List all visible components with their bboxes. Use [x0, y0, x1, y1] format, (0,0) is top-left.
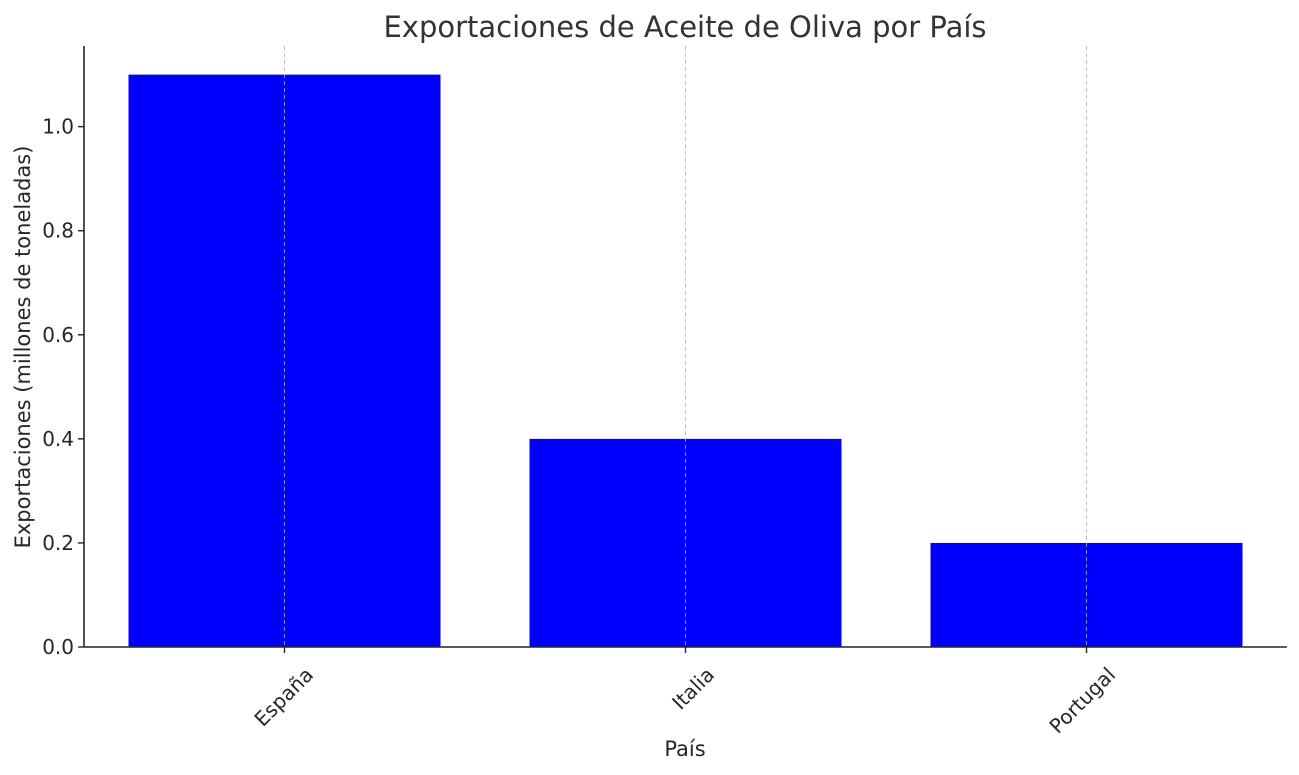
y-tick-label: 0.2: [42, 531, 74, 555]
grid-lines-overlay: [284, 46, 1087, 647]
y-tick-label: 0.4: [42, 427, 74, 451]
x-tick-label-italia: Italia: [667, 663, 719, 715]
y-tick-label: 0.6: [42, 323, 74, 347]
x-axis-label: País: [664, 737, 705, 761]
x-axis-ticks: España Italia Portugal: [249, 647, 1120, 738]
y-tick-label: 1.0: [42, 115, 74, 139]
y-axis-label: Exportaciones (millones de toneladas): [11, 146, 35, 549]
chart-title: Exportaciones de Aceite de Oliva por Paí…: [383, 10, 986, 44]
x-tick-label-españa: España: [249, 663, 318, 732]
y-axis-ticks: 0.0 0.2 0.4 0.6 0.8 1.0: [42, 115, 84, 659]
x-tick-label-portugal: Portugal: [1044, 663, 1120, 739]
y-tick-label: 0.0: [42, 635, 74, 659]
y-tick-label: 0.8: [42, 219, 74, 243]
